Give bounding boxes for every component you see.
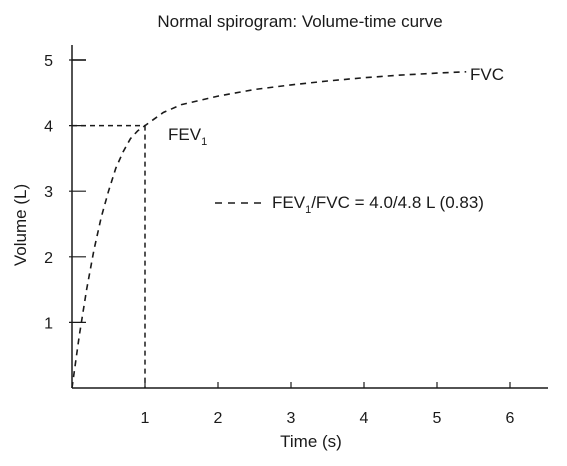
- x-tick-label: 4: [360, 410, 369, 427]
- ticks: 1 2 3 4 5 6 1 2 3 4 5: [44, 53, 514, 427]
- x-tick-label: 2: [214, 410, 223, 427]
- axes: [71, 45, 548, 389]
- x-tick-label: 5: [433, 410, 442, 427]
- fvc-label: FVC: [470, 65, 504, 84]
- ratio-label-part1: FEV: [272, 193, 306, 212]
- y-tick-label: 1: [44, 315, 53, 332]
- ratio-label-part2: /FVC = 4.0/4.8 L (0.83): [311, 193, 484, 212]
- fev1-reference-lines: [72, 124, 146, 388]
- y-tick-label: 2: [44, 250, 53, 267]
- x-tick-label: 1: [141, 410, 150, 427]
- volume-time-curve: [71, 71, 467, 389]
- y-axis-title: Volume (L): [11, 184, 30, 266]
- fev1-label: FEV1: [168, 125, 207, 148]
- y-tick-label: 3: [44, 184, 53, 201]
- x-tick-label: 3: [287, 410, 296, 427]
- chart-title: Normal spirogram: Volume-time curve: [157, 12, 442, 31]
- x-tick-label: 6: [506, 410, 515, 427]
- x-axis-title: Time (s): [280, 432, 342, 451]
- y-tick-label: 4: [44, 119, 53, 136]
- ratio-label: FEV1/FVC = 4.0/4.8 L (0.83): [272, 193, 484, 216]
- fev1-label-main: FEV: [168, 125, 202, 144]
- fev1-label-subscript: 1: [201, 136, 207, 148]
- y-tick-label: 5: [44, 53, 53, 70]
- ratio-label-subscript: 1: [305, 204, 311, 216]
- series-group: [71, 71, 467, 389]
